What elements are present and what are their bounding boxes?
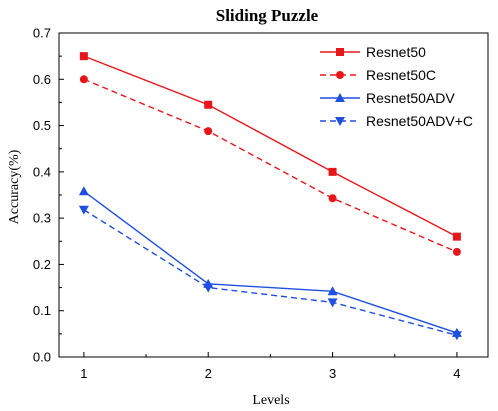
legend-marker [335,117,345,126]
y-tick-label: 0.0 [33,350,51,365]
legend-label: Resnet50ADV+C [366,113,473,129]
data-point [79,75,88,84]
y-axis-label: Accuracy(%) [7,149,22,224]
series-line [83,55,458,238]
series-resnet50adv-c [78,205,462,341]
data-point [203,283,214,293]
legend-item: Resnet50ADV [320,90,455,106]
y-tick-label: 0.6 [33,72,51,87]
y-tick-label: 0.1 [33,303,51,318]
x-axis: 1 2 3 4 [80,352,461,381]
legend-label: Resnet50ADV [366,90,455,106]
y-tick-label: 0.5 [33,118,51,133]
y-tick-label: 0.3 [33,211,51,226]
x-tick-label: 3 [329,366,336,381]
data-point [204,100,213,109]
y-tick-label: 0.7 [33,26,51,41]
legend-item: Resnet50ADV+C [320,113,473,129]
y-tick-label: 0.4 [33,164,51,179]
data-point [452,232,461,241]
legend: Resnet50 Resnet50C Resnet50ADV Resnet50ADV+… [320,44,473,129]
data-point [327,298,338,308]
x-tick-label: 1 [80,366,87,381]
data-point [452,247,461,256]
y-axis: 0.0 0.1 0.2 0.3 0.4 0.5 0.6 0.7 [33,26,64,365]
data-point [204,127,213,136]
data-point [327,286,338,296]
data-point [328,194,337,203]
legend-item: Resnet50C [320,67,436,83]
series-line [83,190,458,334]
legend-marker [335,93,345,102]
chart-title: Sliding Puzzle [216,6,319,25]
legend-label: Resnet50 [366,44,426,60]
data-point [78,186,89,196]
data-point [451,331,462,341]
data-point [79,52,88,61]
data-point [78,205,89,215]
x-axis-label: Levels [252,393,289,408]
series-resnet50c [79,75,461,256]
series-line [83,209,458,336]
legend-item: Resnet50 [320,44,426,60]
legend-marker [336,71,344,79]
x-tick-label: 2 [205,366,212,381]
x-tick-label: 4 [453,366,460,381]
legend-label: Resnet50C [366,67,436,83]
legend-marker [336,48,344,56]
y-tick-label: 0.2 [33,257,51,272]
data-point [328,167,337,176]
series-resnet50 [79,52,461,241]
series-layer [78,52,462,341]
series-line [83,78,458,253]
